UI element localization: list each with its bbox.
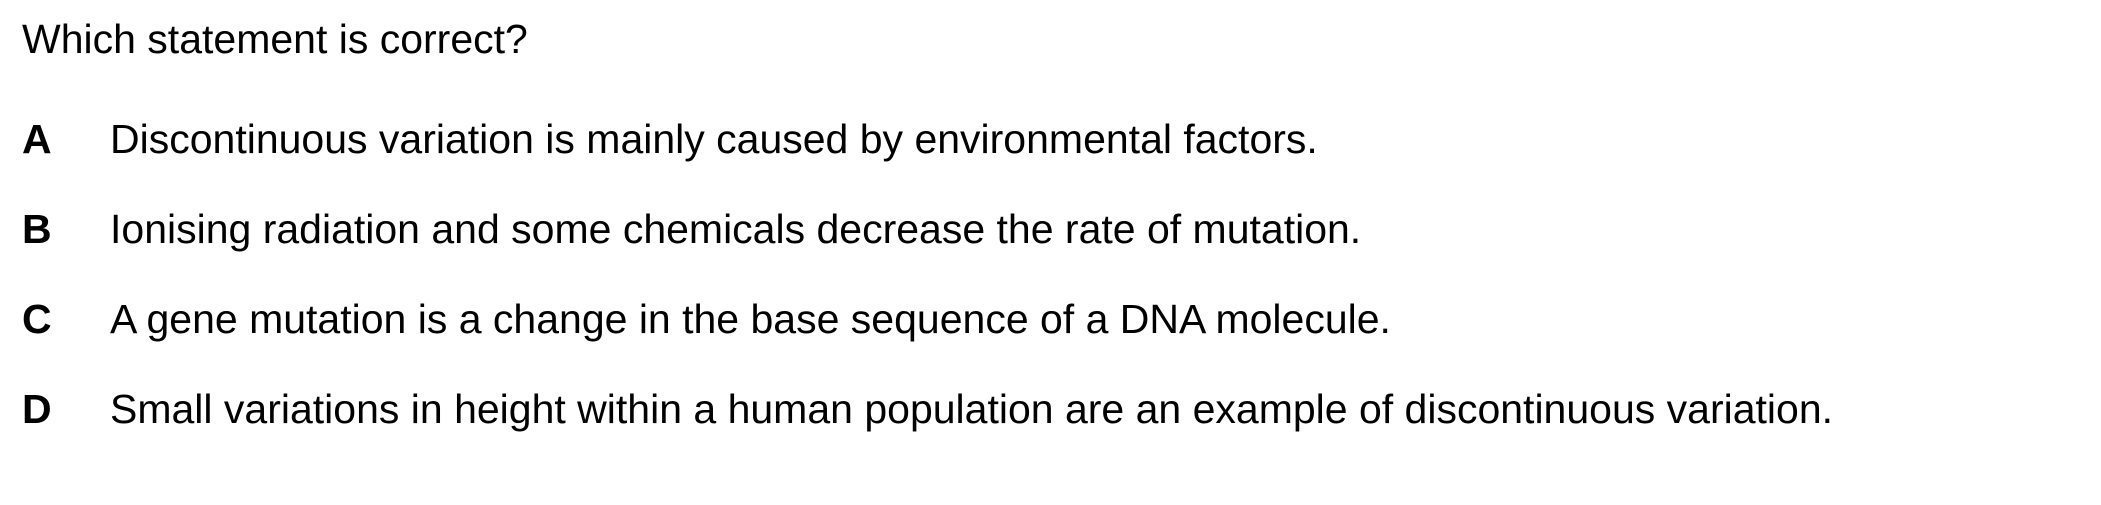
option-text: Ionising radiation and some chemicals de… [110, 206, 1362, 252]
option-letter: A [22, 116, 52, 162]
option-text: A gene mutation is a change in the base … [110, 296, 1391, 342]
option-letter: C [22, 296, 52, 342]
option-text: Discontinuous variation is mainly caused… [110, 116, 1318, 162]
option-text: Small variations in height within a huma… [110, 386, 1834, 432]
option-letter: D [22, 386, 52, 432]
question-stem: Which statement is correct? [22, 16, 528, 62]
option-letter: B [22, 206, 52, 252]
